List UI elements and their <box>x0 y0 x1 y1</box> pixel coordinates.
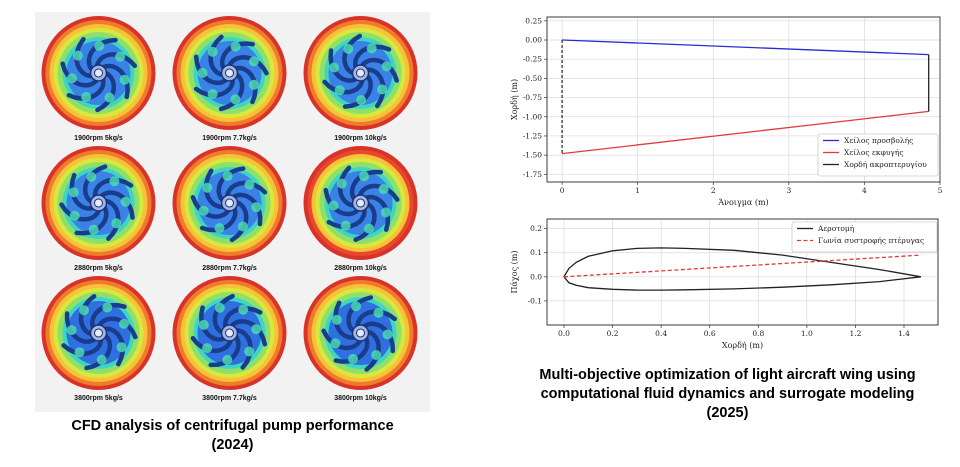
y-axis-label: Χορδή (m) <box>510 79 519 120</box>
legend-label: Αεροτομή <box>817 224 855 233</box>
impeller-contour-image <box>303 146 418 260</box>
legend-label: Χείλος προσβολής <box>844 136 913 145</box>
cfd-cell-label: 1900rpm 10kg/s <box>334 135 387 142</box>
cfd-contour-cell: 3800rpm 10kg/s <box>299 274 422 402</box>
x-tick-label: 4 <box>862 186 867 195</box>
airfoil-chart: 0.0 0.2 0.4 0.6 0.8 1.0 1.2 1.4 0.2 0.1 0.0 -0.1 Χορ… <box>510 218 939 350</box>
y-tick-label: -1.75 <box>523 170 542 179</box>
y-tick-label: 0.0 <box>530 272 542 281</box>
x-axis-label: Χορδή (m) <box>722 341 763 350</box>
x-tick-label: 5 <box>938 186 943 195</box>
series-line <box>562 110 929 155</box>
cfd-contour-cell: 2880rpm 7.7kg/s <box>168 144 291 272</box>
cfd-contour-cell: 3800rpm 7.7kg/s <box>168 274 291 402</box>
cfd-contour-cell: 1900rpm 5kg/s <box>37 14 160 142</box>
series-line <box>563 254 922 278</box>
cfd-cell-label: 3800rpm 10kg/s <box>334 395 387 402</box>
cfd-contour-cell: 1900rpm 10kg/s <box>299 14 422 142</box>
cfd-contour-cell: 3800rpm 5kg/s <box>37 274 160 402</box>
cfd-contour-cell: 2880rpm 5kg/s <box>37 144 160 272</box>
cfd-cell-label: 1900rpm 5kg/s <box>74 135 123 142</box>
y-tick-label: -0.50 <box>523 74 542 83</box>
y-tick-label: -1.50 <box>523 151 542 160</box>
cfd-cell-label: 2880rpm 10kg/s <box>334 265 387 272</box>
x-tick-label: 0.6 <box>704 329 716 338</box>
y-tick-label: -0.75 <box>523 93 542 102</box>
left-caption: CFD analysis of centrifugal pump perform… <box>20 417 445 455</box>
plot-border <box>546 16 941 183</box>
impeller-contour-image <box>172 276 287 390</box>
y-tick-label: 0.2 <box>530 224 542 233</box>
x-tick-label: 0.8 <box>752 329 764 338</box>
cfd-contour-cell: 2880rpm 10kg/s <box>299 144 422 272</box>
y-axis-label: Πάχος (m) <box>510 251 519 294</box>
cfd-cell-label: 2880rpm 5kg/s <box>74 265 123 272</box>
x-tick-label: 3 <box>786 186 791 195</box>
left-caption-line1: CFD analysis of centrifugal pump perform… <box>71 418 394 434</box>
right-caption-line3: (2025) <box>706 405 749 421</box>
impeller-contour-image <box>41 276 156 390</box>
legend-label: Γωνία συστροφής πτέρυγας <box>818 236 924 245</box>
cfd-cell-label: 2880rpm 7.7kg/s <box>202 265 257 272</box>
right-caption-line1: Multi-objective optimization of light ai… <box>539 367 916 383</box>
x-tick-label: 1.0 <box>801 329 813 338</box>
y-tick-label: -1.25 <box>523 131 542 140</box>
left-caption-line2: (2024) <box>211 437 254 453</box>
legend-box <box>791 221 938 253</box>
plot-border <box>546 218 939 326</box>
y-tick-label: -1.00 <box>523 112 542 121</box>
x-tick-label: 2 <box>711 186 716 195</box>
right-caption: Multi-objective optimization of light ai… <box>505 366 950 423</box>
legend-box <box>817 133 939 177</box>
series-line <box>563 247 922 291</box>
x-tick-label: 1 <box>635 186 640 195</box>
cfd-cell-label: 1900rpm 7.7kg/s <box>202 135 257 142</box>
y-tick-label: 0.00 <box>525 36 542 45</box>
planform-chart: 0 1 2 3 4 5 0.25 0.00 -0.25 -0.50 -0.75 -1.00 -1.25 -… <box>510 16 943 207</box>
x-axis-label: Άνοιγμα (m) <box>717 198 768 207</box>
cfd-cell-label: 3800rpm 7.7kg/s <box>202 395 257 402</box>
y-tick-label: -0.25 <box>523 55 542 64</box>
impeller-contour-image <box>303 16 418 130</box>
x-tick-label: 0.4 <box>655 329 667 338</box>
x-tick-label: 0.2 <box>607 329 619 338</box>
impeller-contour-image <box>41 16 156 130</box>
y-tick-label: -0.1 <box>528 296 542 305</box>
series-line <box>562 39 929 56</box>
x-tick-label: 1.2 <box>849 329 861 338</box>
impeller-contour-image <box>303 276 418 390</box>
impeller-contour-image <box>172 16 287 130</box>
cfd-contour-grid: 1900rpm 5kg/s 1900rpm 7.7kg/s 1900rpm 10kg… <box>35 12 430 412</box>
y-tick-label: 0.25 <box>525 16 542 25</box>
legend-label: Χείλος εκφυγής <box>844 148 904 157</box>
impeller-contour-image <box>172 146 287 260</box>
impeller-contour-image <box>41 146 156 260</box>
x-tick-label: 0 <box>560 186 565 195</box>
right-caption-line2: computational fluid dynamics and surroga… <box>540 386 915 402</box>
x-tick-label: 1.4 <box>898 329 910 338</box>
x-tick-label: 0.0 <box>558 329 570 338</box>
y-tick-label: 0.1 <box>530 248 542 257</box>
cfd-contour-cell: 1900rpm 7.7kg/s <box>168 14 291 142</box>
cfd-cell-label: 3800rpm 5kg/s <box>74 395 123 402</box>
legend-label: Χορδή ακροπτερυγίου <box>844 160 927 169</box>
